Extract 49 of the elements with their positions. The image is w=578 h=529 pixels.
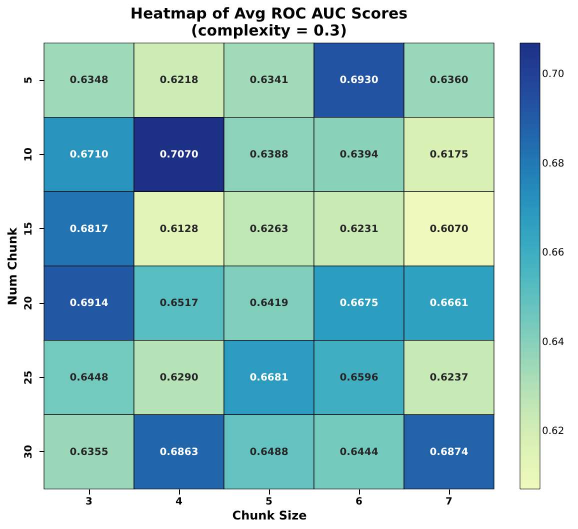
color-bar-label: 0.68 — [542, 158, 564, 170]
y-tick-label: 20 — [24, 296, 34, 310]
data-label: 0.6444 — [340, 446, 378, 458]
data-label: 0.6661 — [430, 298, 468, 310]
data-label: 0.6517 — [160, 298, 198, 310]
data-label: 0.6237 — [430, 372, 468, 384]
data-label: 0.6231 — [340, 224, 378, 235]
color-bar-label: 0.66 — [542, 248, 564, 259]
data-label: 0.6817 — [70, 224, 108, 235]
data-label: 0.6488 — [250, 446, 288, 458]
x-axis-title: Chunk Size — [232, 508, 307, 522]
data-label: 0.6341 — [250, 75, 288, 86]
data-label: 0.6355 — [70, 446, 108, 458]
data-label: 0.6448 — [70, 372, 108, 384]
data-label: 0.6128 — [160, 224, 198, 235]
x-tick-label: 4 — [176, 496, 183, 508]
data-label: 0.6290 — [160, 372, 198, 384]
x-tick-label: 5 — [266, 496, 273, 508]
data-label: 0.6681 — [250, 372, 288, 384]
data-label: 0.6596 — [340, 372, 378, 384]
data-label: 0.6388 — [250, 150, 288, 160]
data-label: 0.6070 — [430, 224, 468, 235]
data-label: 0.6175 — [430, 150, 468, 160]
data-label: 0.7070 — [160, 150, 198, 160]
data-label: 0.6930 — [340, 75, 378, 86]
chart-title: Heatmap of Avg ROC AUC Scores (complexity = 0.3) — [130, 4, 408, 40]
data-label: 0.6914 — [70, 298, 108, 310]
data-label: 0.6419 — [250, 298, 288, 310]
y-tick-label: 25 — [24, 370, 34, 384]
color-bar-label: 0.64 — [542, 336, 564, 348]
data-label: 0.6360 — [430, 75, 468, 86]
data-label: 0.6874 — [430, 446, 468, 458]
y-axis-title: Num Chunk — [6, 226, 20, 306]
data-label: 0.6863 — [160, 446, 198, 458]
data-label: 0.6394 — [340, 150, 378, 160]
data-label: 0.6263 — [250, 224, 288, 235]
y-tick-label: 30 — [24, 444, 34, 459]
color-bar-label: 0.62 — [542, 426, 564, 438]
data-label: 0.6675 — [340, 298, 378, 310]
color-bar-label: 0.70 — [542, 69, 564, 80]
x-tick-label: 7 — [446, 496, 453, 508]
x-tick-label: 3 — [86, 496, 93, 508]
y-tick-label: 5 — [24, 76, 34, 84]
data-label: 0.6348 — [70, 75, 108, 86]
y-tick-label: 15 — [24, 222, 34, 236]
y-tick-label: 10 — [24, 148, 34, 162]
data-label: 0.6710 — [70, 150, 108, 160]
x-tick-label: 6 — [356, 496, 363, 508]
data-label: 0.6218 — [160, 75, 198, 86]
